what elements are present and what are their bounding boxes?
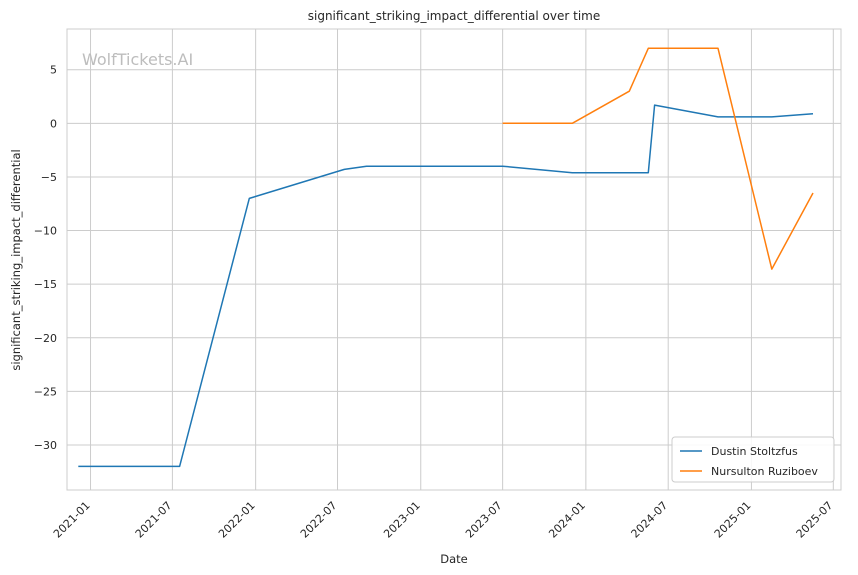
y-tick-label: −25: [34, 385, 57, 398]
watermark: WolfTickets.AI: [82, 50, 193, 69]
legend-box: [671, 436, 835, 483]
series-layer: [78, 47, 814, 468]
y-tick-label: 0: [50, 117, 57, 130]
grid-lines: [67, 29, 841, 490]
y-tick-label: −20: [34, 332, 57, 345]
legend: Dustin Stoltzfus Nursulton Ruziboev: [671, 436, 835, 483]
chart-title: significant_striking_impact_differential…: [308, 9, 600, 23]
legend-label-dustin-stoltzfus: Dustin Stoltzfus: [711, 445, 798, 458]
y-tick-label: −10: [34, 225, 57, 238]
y-axis-label: significant_striking_impact_differential: [9, 149, 23, 370]
plot-frame: [66, 28, 842, 491]
series-line-nursulton-ruziboev: [502, 47, 814, 270]
series-line-dustin-stoltzfus: [78, 104, 814, 468]
y-tick-label: −30: [34, 439, 57, 452]
y-tick-label: −15: [34, 278, 57, 291]
legend-label-nursulton-ruziboev: Nursulton Ruziboev: [711, 465, 818, 478]
x-axis-label: Date: [440, 552, 468, 566]
y-tick-label: 5: [50, 64, 57, 77]
y-tick-labels: 5 0 −5 −10 −15 −20 −25 −30: [34, 64, 57, 452]
y-tick-label: −5: [41, 171, 57, 184]
